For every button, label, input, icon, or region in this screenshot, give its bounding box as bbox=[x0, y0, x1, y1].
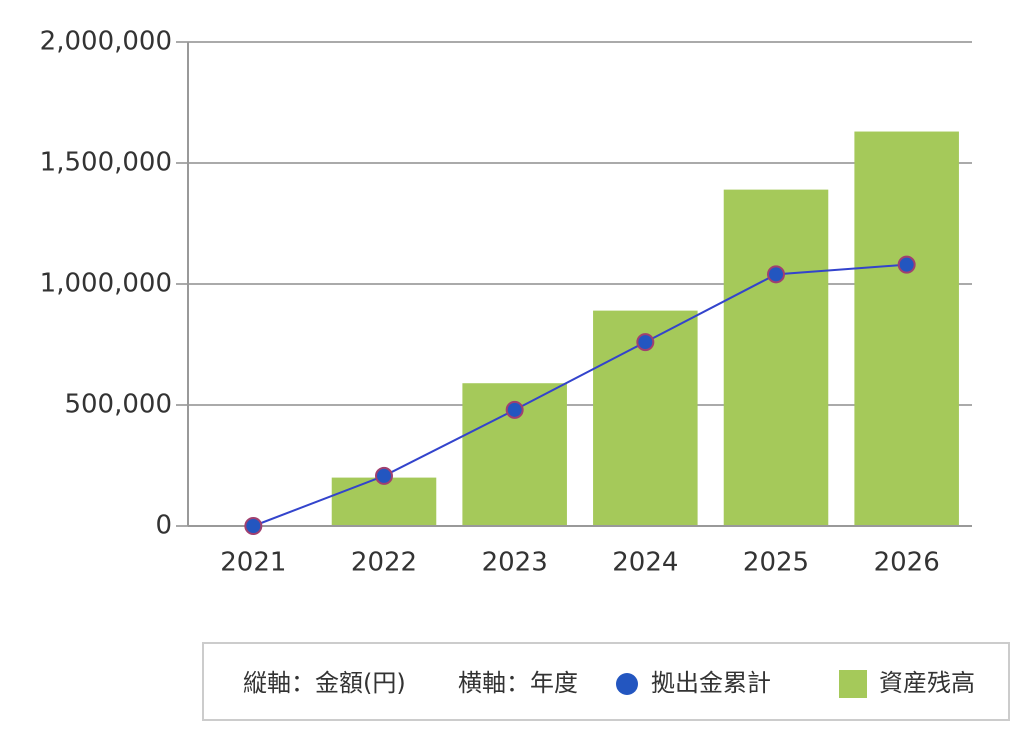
x-tick-label: 2021 bbox=[220, 548, 286, 578]
y-tick-label: 1,000,000 bbox=[40, 269, 172, 299]
bar bbox=[331, 477, 437, 526]
legend-box bbox=[202, 642, 1010, 721]
y-tick-label: 1,500,000 bbox=[40, 148, 172, 178]
y-tick-label: 500,000 bbox=[64, 390, 172, 420]
x-tick-label: 2023 bbox=[482, 548, 548, 578]
legend-label: 拠出金累計 bbox=[651, 669, 771, 697]
x-tick-label: 2022 bbox=[351, 548, 417, 578]
legend-label: 資産残高 bbox=[879, 669, 975, 697]
marker bbox=[375, 466, 393, 485]
legend-swatch bbox=[839, 670, 867, 698]
y-tick-label: 2,000,000 bbox=[40, 27, 172, 57]
x-tick-label: 2026 bbox=[874, 548, 940, 578]
line bbox=[252, 263, 907, 527]
marker bbox=[244, 517, 263, 535]
x-tick-label: 2024 bbox=[612, 548, 678, 578]
bar bbox=[723, 189, 829, 526]
legend-marker bbox=[616, 673, 638, 695]
y-tick-label: 0 bbox=[155, 511, 172, 541]
marker bbox=[636, 333, 655, 352]
y-axis-label: 縦軸：金額(円) bbox=[243, 669, 406, 697]
marker bbox=[505, 400, 524, 419]
marker bbox=[897, 255, 916, 274]
marker bbox=[767, 265, 785, 284]
x-tick-label: 2025 bbox=[743, 548, 809, 578]
bar bbox=[854, 131, 959, 527]
x-axis-label: 横軸：年度 bbox=[458, 669, 578, 697]
